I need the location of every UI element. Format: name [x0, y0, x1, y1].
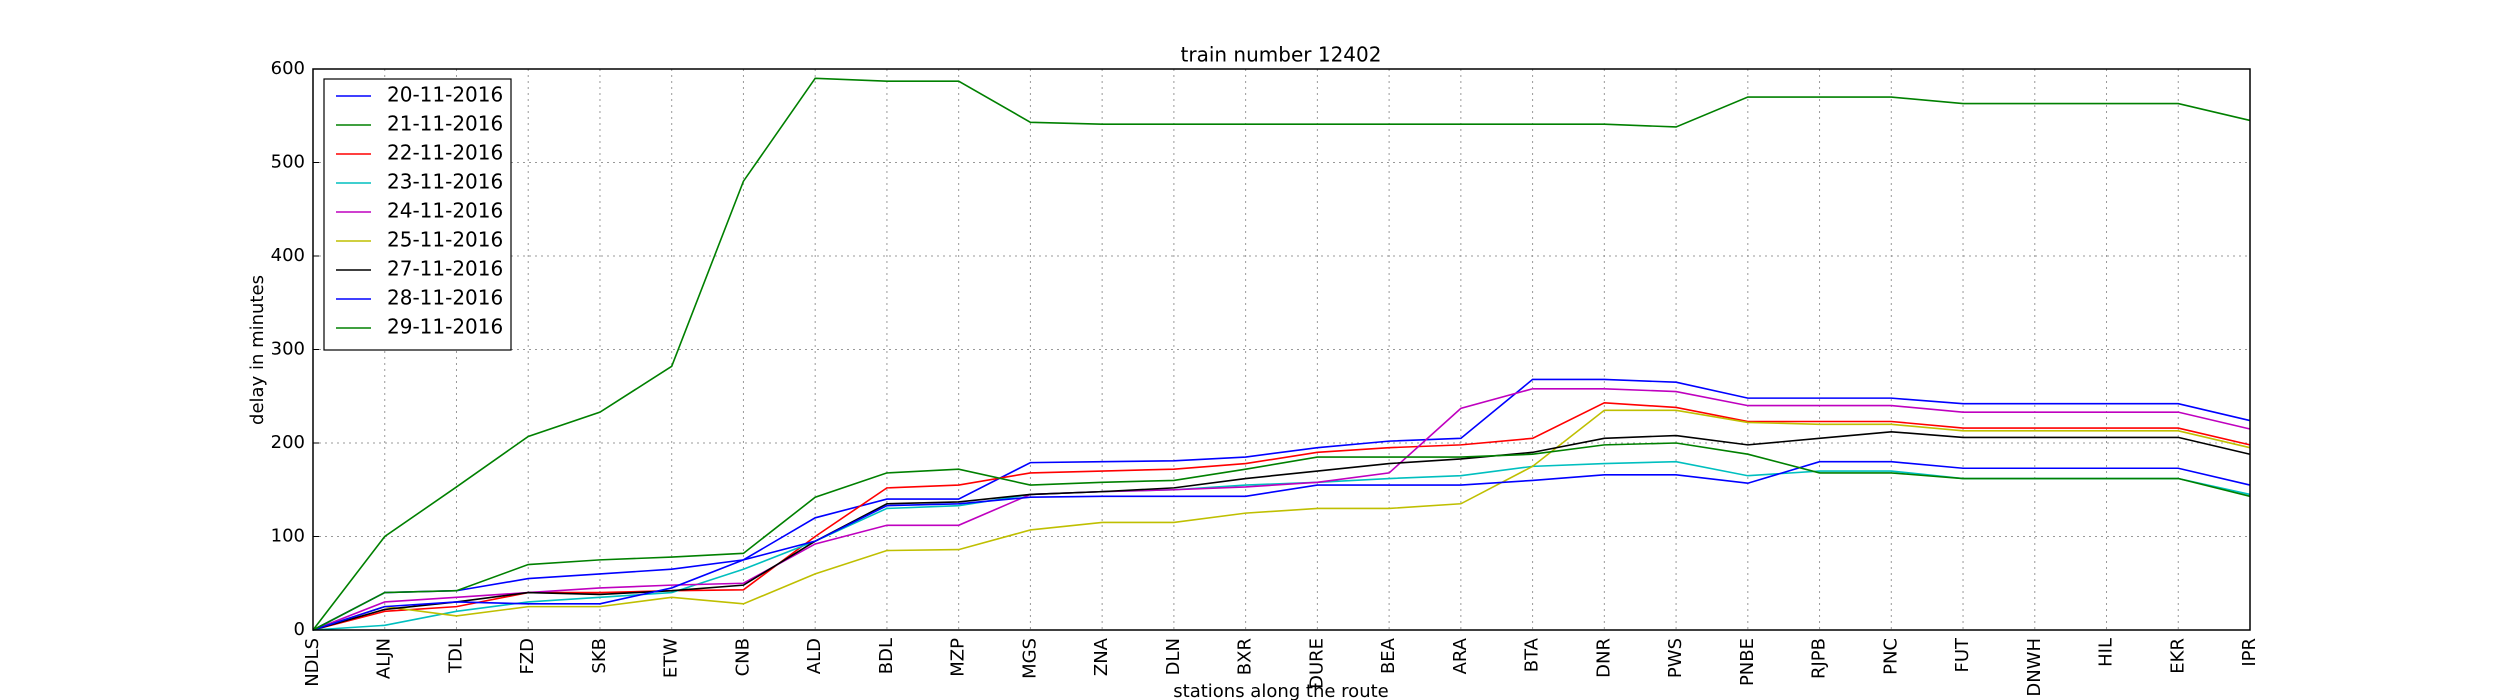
- legend-label: 25-11-2016: [387, 228, 503, 252]
- y-tick-label: 300: [271, 339, 305, 360]
- x-tick-label: BEA: [1378, 637, 1399, 674]
- x-tick-label: TDL: [445, 638, 466, 674]
- x-tick-label: ZNA: [1091, 637, 1112, 676]
- y-tick-label: 200: [271, 432, 305, 453]
- legend-label: 20-11-2016: [387, 83, 503, 107]
- series-line: [312, 77, 2251, 631]
- y-tick-label: 100: [271, 526, 305, 547]
- legend-label: 27-11-2016: [387, 257, 503, 281]
- x-tick-label: EKR: [2167, 638, 2188, 674]
- legend: 20-11-2016 21-11-2016 22-11-2016 23-11-2016…: [323, 78, 512, 351]
- y-tick-label: 500: [271, 152, 305, 173]
- x-axis-label: stations along the route: [1173, 681, 1388, 700]
- x-tick-label: DNWH: [2024, 638, 2045, 697]
- x-tick-label: ALD: [804, 638, 825, 674]
- x-tick-label: PNC: [1880, 638, 1901, 675]
- x-tick-label: DNR: [1593, 638, 1614, 678]
- series-line: [312, 442, 2251, 631]
- series-line: [312, 460, 2251, 631]
- x-tick-label: DURE: [1306, 638, 1327, 689]
- x-tick-label: NDLS: [302, 638, 323, 687]
- x-tick-label: BXR: [1235, 638, 1256, 675]
- legend-label: 29-11-2016: [387, 315, 503, 339]
- x-tick-label: BDL: [876, 638, 897, 674]
- x-tick-label: RJPB: [1809, 638, 1830, 679]
- x-tick-label: PWS: [1665, 638, 1686, 678]
- x-tick-label: CNB: [732, 638, 753, 676]
- x-tick-label: MGS: [1019, 638, 1040, 679]
- series-line: [312, 378, 2251, 631]
- legend-label: 24-11-2016: [387, 199, 503, 223]
- x-tick-label: SKB: [589, 638, 610, 674]
- x-tick-label: IPR: [2239, 638, 2260, 667]
- plot-frame: [312, 68, 2251, 631]
- x-tick-label: FUT: [1952, 637, 1973, 673]
- x-tick-label: HIL: [2096, 638, 2117, 667]
- legend-box: [323, 78, 512, 351]
- legend-label: 23-11-2016: [387, 170, 503, 194]
- x-tick-label: ARA: [1450, 637, 1471, 674]
- x-tick-label: DLN: [1163, 638, 1184, 675]
- chart-title: train number 12402: [1181, 43, 1382, 67]
- x-tick-label: ETW: [661, 638, 682, 678]
- y-tick-label: 0: [294, 619, 305, 640]
- y-tick-label: 400: [271, 245, 305, 266]
- x-tick-label: BTA: [1522, 637, 1543, 672]
- series-line: [312, 401, 2251, 631]
- legend-label: 22-11-2016: [387, 141, 503, 165]
- series-line: [312, 430, 2251, 631]
- x-tick-label: FZD: [517, 638, 538, 675]
- y-tick-label: 600: [271, 58, 305, 79]
- series-line: [312, 387, 2251, 631]
- series-line: [312, 409, 2251, 631]
- x-tick-label: ALJN: [374, 638, 395, 679]
- x-tick-label: PNBE: [1737, 638, 1758, 686]
- series-line: [312, 460, 2251, 631]
- y-axis-label: delay in minutes: [247, 275, 268, 425]
- legend-label: 21-11-2016: [387, 112, 503, 136]
- legend-label: 28-11-2016: [387, 286, 503, 310]
- x-tick-label: MZP: [948, 638, 969, 677]
